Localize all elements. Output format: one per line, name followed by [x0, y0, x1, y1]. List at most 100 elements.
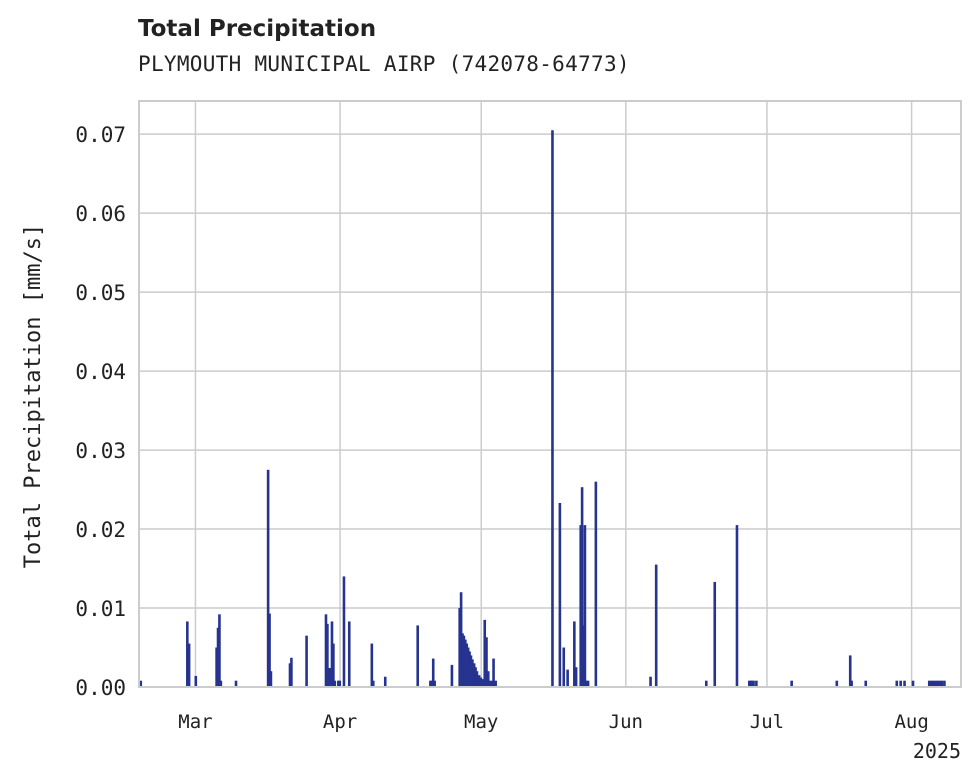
- precip-bar: [465, 643, 469, 687]
- y-tick-label: 0.00: [75, 676, 126, 700]
- precip-bar: [462, 635, 466, 687]
- precip-bar: [337, 680, 340, 687]
- precip-bar: [713, 581, 717, 687]
- precip-bar: [431, 658, 435, 687]
- precip-bar: [347, 621, 351, 687]
- precip-bar: [139, 680, 143, 687]
- y-tick-labels: 0.00 0.01 0.02 0.03 0.04 0.05 0.06 0.07: [75, 123, 126, 700]
- precip-bar: [469, 655, 473, 687]
- precip-bar: [748, 680, 751, 687]
- precip-bar: [574, 667, 578, 687]
- precip-bar: [485, 637, 488, 687]
- chart-subtitle: PLYMOUTH MUNICIPAL AIRP (742078-64773): [138, 52, 630, 76]
- y-tick-label: 0.01: [75, 597, 126, 621]
- precip-bar: [580, 487, 584, 687]
- precip-bar: [268, 613, 271, 687]
- x-tick-labels: Mar Apr May Jun Jul Aug: [178, 711, 928, 733]
- precip-bar: [750, 680, 754, 687]
- precip-bar: [934, 680, 937, 687]
- x-tick-label: Jun: [609, 711, 643, 733]
- precip-bar: [558, 502, 562, 687]
- precip-bar: [749, 680, 753, 687]
- precip-bar: [338, 680, 342, 687]
- y-tick-label: 0.02: [75, 518, 126, 542]
- precip-bar: [327, 668, 331, 687]
- precip-bar: [475, 671, 479, 687]
- precip-bar: [266, 469, 270, 687]
- x-tick-label: Jul: [750, 711, 784, 733]
- precip-bar: [477, 675, 481, 687]
- precip-bar: [269, 671, 273, 687]
- precip-bar: [848, 655, 852, 687]
- precip-bar: [932, 680, 935, 687]
- precip-bar: [938, 680, 942, 687]
- precip-bar: [594, 481, 598, 687]
- x-tick-label: Aug: [894, 711, 928, 733]
- precip-bar: [326, 623, 329, 687]
- y-tick-label: 0.06: [75, 202, 126, 226]
- precip-bar: [194, 675, 198, 687]
- precip-bar: [649, 676, 652, 687]
- precip-bar: [333, 680, 337, 687]
- precip-bar: [583, 525, 587, 687]
- y-axis-label: Total Precipitation [mm/s]: [21, 224, 46, 568]
- precip-bar: [472, 663, 476, 687]
- precip-bar: [461, 633, 464, 687]
- precip-bar: [218, 614, 221, 687]
- precip-bar: [903, 680, 906, 687]
- precip-bar: [216, 627, 220, 687]
- precip-bar: [429, 680, 432, 687]
- precip-bar: [328, 668, 332, 687]
- bar-series: [139, 130, 946, 688]
- precip-bar: [586, 680, 590, 687]
- precip-bar: [342, 576, 346, 687]
- precip-bar: [573, 621, 576, 687]
- precip-bar: [324, 614, 328, 687]
- precip-bar: [654, 564, 658, 687]
- precip-bar: [471, 659, 474, 687]
- precip-bar: [234, 680, 238, 687]
- precip-bar: [927, 680, 931, 687]
- precip-bar: [459, 592, 463, 687]
- precip-bar: [940, 680, 944, 687]
- precip-bar: [290, 657, 293, 687]
- precip-bar: [332, 643, 335, 687]
- precip-bar: [483, 619, 487, 687]
- y-tick-label: 0.05: [75, 281, 126, 305]
- precip-bar: [288, 663, 292, 687]
- precip-bar: [943, 680, 946, 687]
- x-tick-label: Apr: [323, 711, 357, 733]
- precip-bar: [416, 625, 420, 687]
- precip-bar: [790, 680, 793, 687]
- y-tick-label: 0.07: [75, 123, 126, 147]
- year-label: 2025: [913, 739, 961, 763]
- precip-bar: [936, 680, 940, 687]
- precip-bar: [330, 621, 334, 687]
- y-tick-label: 0.03: [75, 439, 126, 463]
- precip-bar: [585, 680, 588, 687]
- precip-bar: [186, 621, 189, 687]
- precip-bar: [490, 680, 494, 687]
- precip-bar: [562, 647, 566, 687]
- chart-title: Total Precipitation: [138, 16, 377, 42]
- precip-bar: [704, 680, 708, 687]
- precip-bar: [911, 680, 915, 687]
- precip-bar: [187, 643, 191, 687]
- precip-bar: [450, 664, 454, 687]
- x-tick-label: May: [464, 711, 498, 733]
- precip-bar: [474, 667, 477, 687]
- precip-bar: [899, 680, 902, 687]
- precip-bar: [433, 680, 436, 687]
- precip-bar: [755, 680, 758, 687]
- precip-bar: [895, 680, 899, 687]
- precip-bar: [371, 680, 375, 687]
- grid-lines: [139, 101, 961, 688]
- y-tick-label: 0.04: [75, 360, 126, 384]
- precip-bar: [219, 680, 223, 687]
- precip-bar: [370, 643, 374, 687]
- precip-bar: [486, 671, 490, 687]
- precip-bar: [551, 130, 554, 688]
- precip-bar: [582, 625, 585, 687]
- precip-bar: [850, 680, 853, 687]
